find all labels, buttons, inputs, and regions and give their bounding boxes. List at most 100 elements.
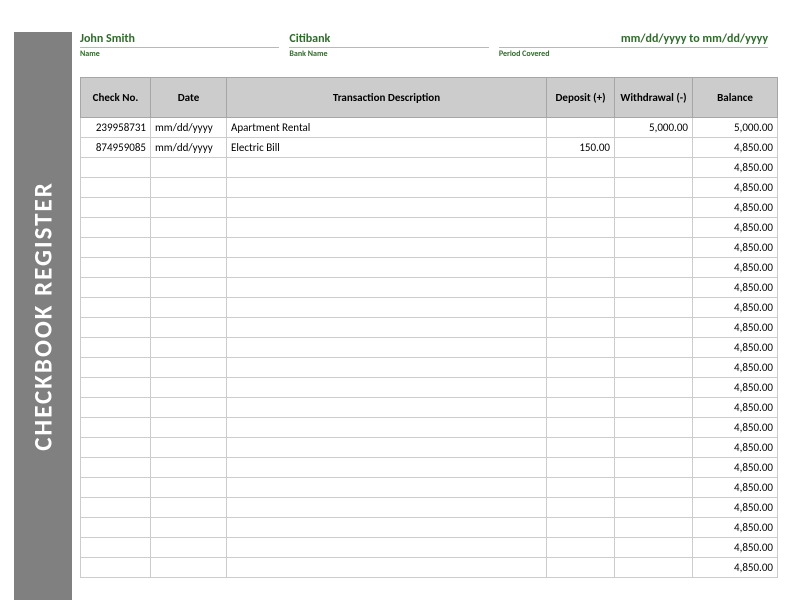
cell-check-no: 239958731: [81, 118, 151, 138]
cell-date: [151, 458, 227, 478]
cell-withdrawal: [615, 378, 693, 398]
cell-date: [151, 478, 227, 498]
cell-date: [151, 238, 227, 258]
cell-withdrawal: [615, 238, 693, 258]
cell-description: [227, 338, 547, 358]
table-row: 4,850.00: [81, 218, 778, 238]
cell-description: [227, 178, 547, 198]
cell-deposit: [547, 538, 615, 558]
cell-description: [227, 418, 547, 438]
cell-deposit: [547, 358, 615, 378]
cell-check-no: [81, 278, 151, 298]
table-row: 239958731mm/dd/yyyyApartment Rental 5,000…: [81, 118, 778, 138]
cell-date: [151, 558, 227, 578]
cell-check-no: [81, 418, 151, 438]
cell-balance: 4,850.00: [693, 238, 778, 258]
cell-date: [151, 538, 227, 558]
cell-date: mm/dd/yyyy: [151, 118, 227, 138]
cell-balance: 4,850.00: [693, 518, 778, 538]
cell-check-no: [81, 158, 151, 178]
cell-check-no: [81, 558, 151, 578]
cell-balance: 4,850.00: [693, 418, 778, 438]
cell-withdrawal: [615, 218, 693, 238]
cell-description: [227, 478, 547, 498]
table-row: 4,850.00: [81, 538, 778, 558]
table-row: 4,850.00: [81, 558, 778, 578]
cell-deposit: [547, 298, 615, 318]
table-row: 4,850.00: [81, 418, 778, 438]
col-balance: Balance: [693, 78, 778, 118]
cell-deposit: [547, 218, 615, 238]
cell-check-no: [81, 338, 151, 358]
cell-deposit: [547, 498, 615, 518]
cell-description: [227, 378, 547, 398]
cell-date: [151, 258, 227, 278]
table-row: 4,850.00: [81, 398, 778, 418]
cell-description: Apartment Rental: [227, 118, 547, 138]
table-row: 4,850.00: [81, 518, 778, 538]
cell-balance: 4,850.00: [693, 398, 778, 418]
cell-balance: 4,850.00: [693, 158, 778, 178]
cell-balance: 4,850.00: [693, 358, 778, 378]
cell-check-no: [81, 538, 151, 558]
cell-withdrawal: [615, 498, 693, 518]
cell-balance: 4,850.00: [693, 258, 778, 278]
cell-check-no: [81, 458, 151, 478]
cell-withdrawal: [615, 538, 693, 558]
cell-check-no: [81, 318, 151, 338]
cell-withdrawal: [615, 318, 693, 338]
cell-date: [151, 278, 227, 298]
cell-balance: 4,850.00: [693, 218, 778, 238]
cell-balance: 4,850.00: [693, 498, 778, 518]
table-row: 4,850.00: [81, 258, 778, 278]
table-row: 4,850.00: [81, 198, 778, 218]
cell-deposit: [547, 238, 615, 258]
cell-date: [151, 178, 227, 198]
cell-withdrawal: [615, 338, 693, 358]
cell-withdrawal: [615, 138, 693, 158]
table-row: 4,850.00: [81, 298, 778, 318]
cell-balance: 4,850.00: [693, 278, 778, 298]
cell-date: [151, 318, 227, 338]
info-period: mm/dd/yyyy to mm/dd/yyyy Period Covered: [499, 32, 778, 59]
cell-deposit: [547, 158, 615, 178]
cell-date: [151, 358, 227, 378]
cell-balance: 4,850.00: [693, 338, 778, 358]
cell-balance: 4,850.00: [693, 458, 778, 478]
cell-description: [227, 558, 547, 578]
cell-withdrawal: [615, 198, 693, 218]
cell-deposit: [547, 458, 615, 478]
cell-date: [151, 438, 227, 458]
cell-description: [227, 298, 547, 318]
bank-value: Citibank: [289, 32, 488, 48]
info-name: John Smith Name: [80, 32, 289, 59]
cell-description: [227, 498, 547, 518]
table-row: 4,850.00: [81, 478, 778, 498]
cell-check-no: [81, 378, 151, 398]
cell-balance: 4,850.00: [693, 438, 778, 458]
cell-description: [227, 318, 547, 338]
cell-balance: 4,850.00: [693, 138, 778, 158]
cell-withdrawal: [615, 158, 693, 178]
cell-withdrawal: [615, 358, 693, 378]
cell-deposit: [547, 558, 615, 578]
cell-check-no: 874959085: [81, 138, 151, 158]
table-row: 4,850.00: [81, 158, 778, 178]
cell-withdrawal: [615, 178, 693, 198]
cell-check-no: [81, 358, 151, 378]
cell-date: [151, 418, 227, 438]
cell-check-no: [81, 218, 151, 238]
table-row: 4,850.00: [81, 458, 778, 478]
cell-check-no: [81, 518, 151, 538]
cell-description: [227, 258, 547, 278]
col-withdrawal: Withdrawal (-): [615, 78, 693, 118]
sidebar-title: CHECKBOOK REGISTER: [28, 181, 59, 451]
cell-description: [227, 278, 547, 298]
cell-description: [227, 538, 547, 558]
table-row: 4,850.00: [81, 358, 778, 378]
cell-withdrawal: 5,000.00: [615, 118, 693, 138]
cell-deposit: [547, 338, 615, 358]
sidebar: CHECKBOOK REGISTER: [14, 32, 72, 600]
table-row: 4,850.00: [81, 498, 778, 518]
cell-deposit: [547, 198, 615, 218]
